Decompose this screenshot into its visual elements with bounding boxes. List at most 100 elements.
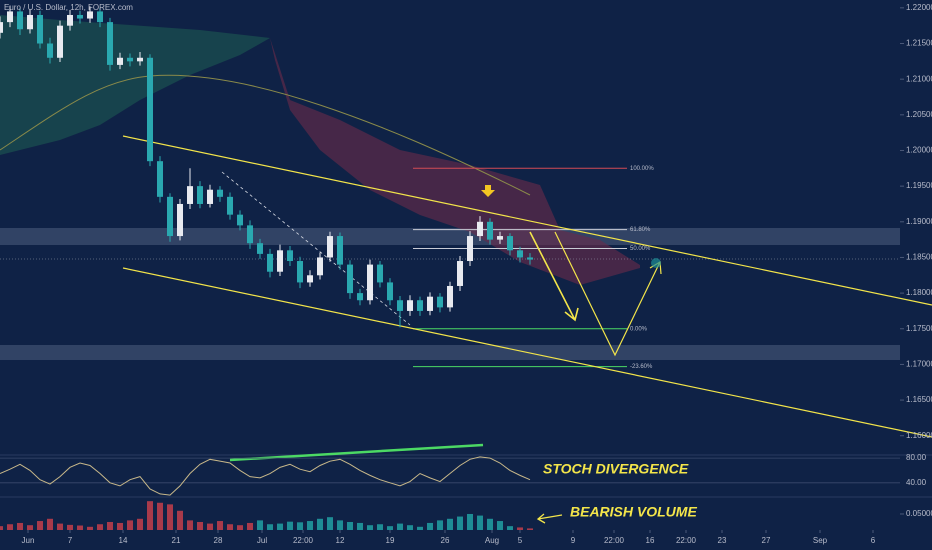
stoch-tick-label: 80.00 [906, 453, 927, 462]
candle-body [527, 257, 533, 260]
volume-bar [527, 528, 533, 530]
candle-body [287, 250, 293, 262]
candle-body [417, 300, 423, 311]
x-tick-label: 5 [518, 536, 523, 545]
candle-body [317, 257, 323, 276]
x-tick-label: 19 [386, 536, 395, 545]
candle-body [407, 300, 413, 311]
y-tick-label: 1.16000 [906, 431, 932, 440]
volume-tick-label: 0.05000 [906, 509, 932, 518]
volume-bar [7, 524, 13, 530]
volume-bar [217, 521, 223, 530]
candle-body [397, 300, 403, 311]
candle-body [147, 57, 153, 162]
candle-body [487, 221, 493, 240]
chart-title: Euro / U.S. Dollar, 12h, FOREX.com [4, 3, 133, 12]
x-tick-label: 12 [336, 536, 345, 545]
x-tick-label: 14 [119, 536, 128, 545]
channel-lower [122, 267, 932, 438]
x-tick-label: 26 [441, 536, 450, 545]
candle-body [27, 14, 33, 30]
volume-bar [287, 521, 293, 530]
candle-body [267, 253, 273, 272]
fib-label: 50.00% [630, 246, 651, 252]
candle-body [217, 189, 223, 197]
candle-body [347, 264, 353, 294]
volume-bar [437, 520, 443, 530]
candle-body [297, 261, 303, 283]
fib-label: 100.00% [630, 166, 654, 172]
x-tick-label: 23 [718, 536, 727, 545]
volume-bar [147, 501, 153, 530]
candle-body [137, 57, 143, 62]
volume-arrow [536, 513, 563, 524]
volume-bar [317, 518, 323, 530]
volume-bar [277, 523, 283, 530]
candle-body [307, 275, 313, 283]
volume-bar [397, 523, 403, 530]
support-zone [0, 345, 900, 360]
volume-bar [47, 518, 53, 530]
volume-bar [137, 518, 143, 530]
x-tick-label: Jul [257, 536, 267, 545]
volume-bar [307, 521, 313, 530]
candle-body [127, 57, 133, 62]
x-tick-label: 28 [214, 536, 223, 545]
candle-body [227, 196, 233, 215]
candle-body [187, 186, 193, 204]
cloud-bearish [270, 38, 640, 285]
annotation: STOCH DIVERGENCE [543, 461, 689, 477]
candle-body [247, 225, 253, 244]
candle-body [257, 243, 263, 254]
volume-bar [497, 521, 503, 530]
x-tick-label: 9 [571, 536, 576, 545]
arrow-down [529, 231, 579, 322]
dashed-trend [221, 171, 411, 326]
volume-bar [247, 522, 253, 530]
volume-bar [87, 526, 93, 530]
y-tick-label: 1.17500 [906, 324, 932, 333]
candle-body [337, 236, 343, 265]
target-marker [651, 258, 661, 268]
candle-body [87, 11, 93, 19]
divergence-line [229, 443, 484, 462]
volume-bar [227, 524, 233, 530]
candle-body [117, 57, 123, 65]
y-tick-label: 1.20500 [906, 110, 932, 119]
volume-bar [177, 510, 183, 530]
candle-body [447, 285, 453, 308]
volume-bar [407, 525, 413, 530]
candle-body [507, 236, 513, 251]
down-marker [481, 185, 495, 197]
candle-body [517, 250, 523, 258]
x-tick-label: 21 [172, 536, 181, 545]
moving-average [0, 74, 531, 196]
cloud-bullish [0, 15, 270, 155]
candle-body [497, 236, 503, 240]
volume-bar [117, 522, 123, 530]
resistance-zone [0, 228, 900, 245]
volume-bar [27, 525, 33, 530]
candle-body [17, 11, 23, 30]
y-tick-label: 1.21500 [906, 39, 932, 48]
candle-body [177, 203, 183, 237]
x-tick-label: 6 [871, 536, 876, 545]
volume-bar [297, 522, 303, 530]
y-tick-label: 1.16500 [906, 395, 932, 404]
fib-label: 0.00% [630, 326, 648, 332]
candle-body [0, 22, 3, 33]
volume-bar [507, 526, 513, 530]
fib-label: 61.80% [630, 227, 651, 233]
volume-bar [377, 524, 383, 530]
volume-bar [57, 523, 63, 530]
y-tick-label: 1.20000 [906, 146, 932, 155]
y-tick-label: 1.18500 [906, 253, 932, 262]
volume-bar [157, 502, 163, 530]
volume-bar [337, 520, 343, 530]
candle-body [427, 296, 433, 311]
volume-bar [0, 526, 3, 530]
x-tick-label: 22:00 [604, 536, 625, 545]
candle-body [207, 189, 213, 204]
volume-bar [107, 521, 113, 530]
